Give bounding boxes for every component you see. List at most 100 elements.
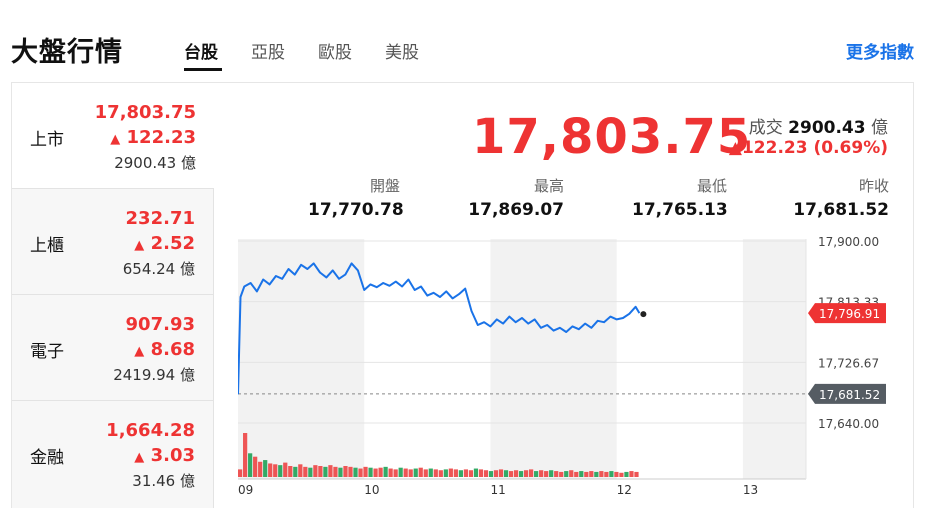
hour-band	[238, 239, 365, 479]
stat-label: 開盤	[369, 177, 400, 195]
x-tick-label: 09	[238, 483, 253, 497]
stat-open: 開盤 17,770.78	[308, 175, 404, 220]
volume-bar	[529, 469, 534, 477]
volume-bar	[288, 466, 293, 477]
volume-bar	[303, 466, 308, 477]
stat-low: 最低 17,765.13	[632, 175, 728, 220]
index-sidebar: 上市 17,803.75 ▲ 122.23 2900.43 億 上櫃 232.7…	[12, 83, 214, 508]
stat-label: 昨收	[858, 177, 889, 195]
volume-bar	[599, 471, 604, 477]
stat-prev-close: 昨收 17,681.52	[792, 175, 889, 220]
volume-bar	[398, 467, 403, 477]
volume-bar	[443, 469, 448, 477]
volume-bar	[273, 464, 278, 477]
current-price-label: 17,796.91	[819, 307, 880, 321]
volume-bar	[418, 467, 423, 477]
volume-bar	[358, 468, 363, 477]
volume-bar	[503, 470, 509, 477]
volume-bar	[483, 470, 489, 477]
volume-bar	[468, 470, 474, 477]
volume-bar	[268, 463, 273, 477]
sidebar-item-change: ▲ 2.52	[134, 233, 195, 254]
index-change: ▲122.23 (0.69%)	[728, 138, 888, 158]
volume-bar	[488, 471, 494, 477]
volume-bar	[564, 471, 569, 477]
volume-bar	[343, 466, 348, 477]
volume-bar	[293, 466, 298, 477]
change-value: 3.03	[150, 445, 195, 466]
sidebar-item-price: 17,803.75	[94, 102, 196, 123]
sidebar-item-volume: 31.46 億	[132, 472, 195, 490]
volume-bar	[438, 470, 443, 477]
volume-bar	[243, 433, 248, 477]
volume-bar	[428, 468, 433, 477]
volume-bar	[238, 469, 243, 477]
volume-bar	[624, 471, 629, 477]
tab-europe[interactable]: 歐股	[318, 43, 352, 63]
more-indices-link[interactable]: 更多指數	[846, 43, 914, 63]
volume-bar	[278, 465, 283, 477]
volume-bar	[448, 468, 453, 477]
volume-bar	[619, 472, 624, 477]
volume-bar	[544, 471, 549, 477]
volume-bar	[518, 471, 524, 477]
y-tick-label: 17,900.00	[818, 235, 879, 249]
volume-bar	[513, 470, 519, 477]
sidebar-item-change: ▲ 122.23	[110, 127, 196, 148]
tab-asia[interactable]: 亞股	[251, 43, 285, 63]
x-tick-label: 11	[490, 483, 505, 497]
page-title: 大盤行情	[11, 37, 123, 68]
stat-label: 最低	[696, 177, 727, 195]
change-value: 2.52	[150, 233, 195, 254]
hour-band	[490, 239, 617, 479]
volume-bar	[609, 471, 614, 477]
volume-bar	[498, 469, 504, 477]
volume-bar	[574, 471, 579, 477]
volume-bar	[393, 469, 398, 477]
volume-bar	[353, 467, 358, 477]
volume-bar	[308, 467, 313, 477]
current-price-tag	[808, 303, 886, 324]
tab-us[interactable]: 美股	[385, 43, 419, 63]
volume-bar	[614, 471, 619, 477]
volume-bar	[523, 470, 529, 477]
sidebar-item-electronics[interactable]: 電子 907.93 ▲ 8.68 2419.94 億	[12, 295, 214, 401]
volume-bar	[258, 461, 263, 477]
sidebar-item-price: 907.93	[125, 314, 195, 335]
sidebar-item-otc[interactable]: 上櫃 232.71 ▲ 2.52 654.24 億	[12, 189, 214, 295]
volume-bar	[589, 471, 594, 477]
volume-bar	[333, 466, 338, 477]
volume-bar	[493, 470, 499, 477]
turnover-label: 成交	[748, 118, 783, 138]
prev-close-tag	[808, 383, 886, 404]
volume-bar	[473, 468, 479, 477]
sidebar-item-name: 金融	[30, 448, 64, 468]
volume-bar	[323, 466, 328, 477]
volume-bar	[263, 460, 268, 477]
prev-close-label: 17,681.52	[819, 388, 880, 402]
sidebar-item-name: 電子	[30, 342, 64, 362]
stat-value: 17,681.52	[793, 200, 889, 220]
hour-band	[742, 239, 806, 479]
volume-bar	[348, 466, 353, 477]
sidebar-item-change: ▲ 8.68	[134, 339, 195, 360]
sidebar-item-listed[interactable]: 上市 17,803.75 ▲ 122.23 2900.43 億	[12, 83, 214, 189]
volume-bar	[634, 471, 639, 477]
y-tick-label: 17,726.67	[818, 356, 879, 370]
volume-bar	[478, 469, 484, 477]
x-tick-label: 10	[364, 483, 379, 497]
tab-tw[interactable]: 台股	[184, 43, 218, 63]
sidebar-item-finance[interactable]: 金融 1,664.28 ▲ 3.03 31.46 億	[12, 401, 214, 508]
volume-bar	[534, 471, 539, 477]
x-tick-label: 13	[743, 483, 758, 497]
sidebar-item-change: ▲ 3.03	[134, 445, 195, 466]
up-triangle-icon: ▲	[134, 344, 145, 359]
stat-high: 最高 17,869.07	[468, 175, 564, 220]
volume-bar	[539, 470, 544, 477]
stat-label: 最高	[533, 177, 564, 195]
volume-bar	[318, 466, 323, 477]
volume-bar	[629, 471, 634, 477]
volume-bar	[579, 471, 584, 477]
volume-bar	[423, 469, 428, 477]
